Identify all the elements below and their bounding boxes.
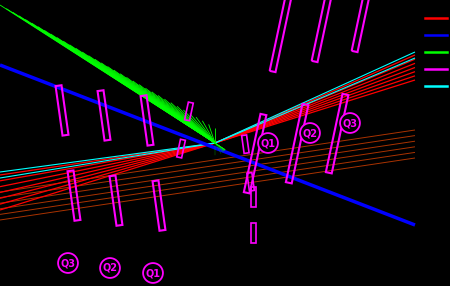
Text: Q2: Q2	[103, 263, 117, 273]
Bar	[247, 172, 254, 191]
Text: Q3: Q3	[342, 118, 357, 128]
Bar	[351, 0, 374, 52]
Bar	[109, 175, 122, 226]
Bar	[286, 104, 308, 183]
Bar	[153, 180, 166, 231]
Bar	[244, 114, 266, 193]
Bar	[251, 187, 256, 207]
Bar	[140, 95, 153, 146]
Text: Q2: Q2	[302, 128, 318, 138]
Bar	[270, 0, 292, 72]
Bar	[326, 94, 348, 173]
Bar	[184, 102, 193, 121]
Bar	[242, 135, 249, 154]
Bar	[177, 139, 185, 158]
Text: Q3: Q3	[60, 258, 76, 268]
Bar	[98, 90, 110, 141]
Bar	[55, 85, 68, 136]
Bar	[68, 170, 81, 221]
Bar	[251, 223, 256, 243]
Text: Q1: Q1	[145, 268, 161, 278]
Text: Q1: Q1	[261, 138, 275, 148]
Bar	[312, 0, 334, 62]
